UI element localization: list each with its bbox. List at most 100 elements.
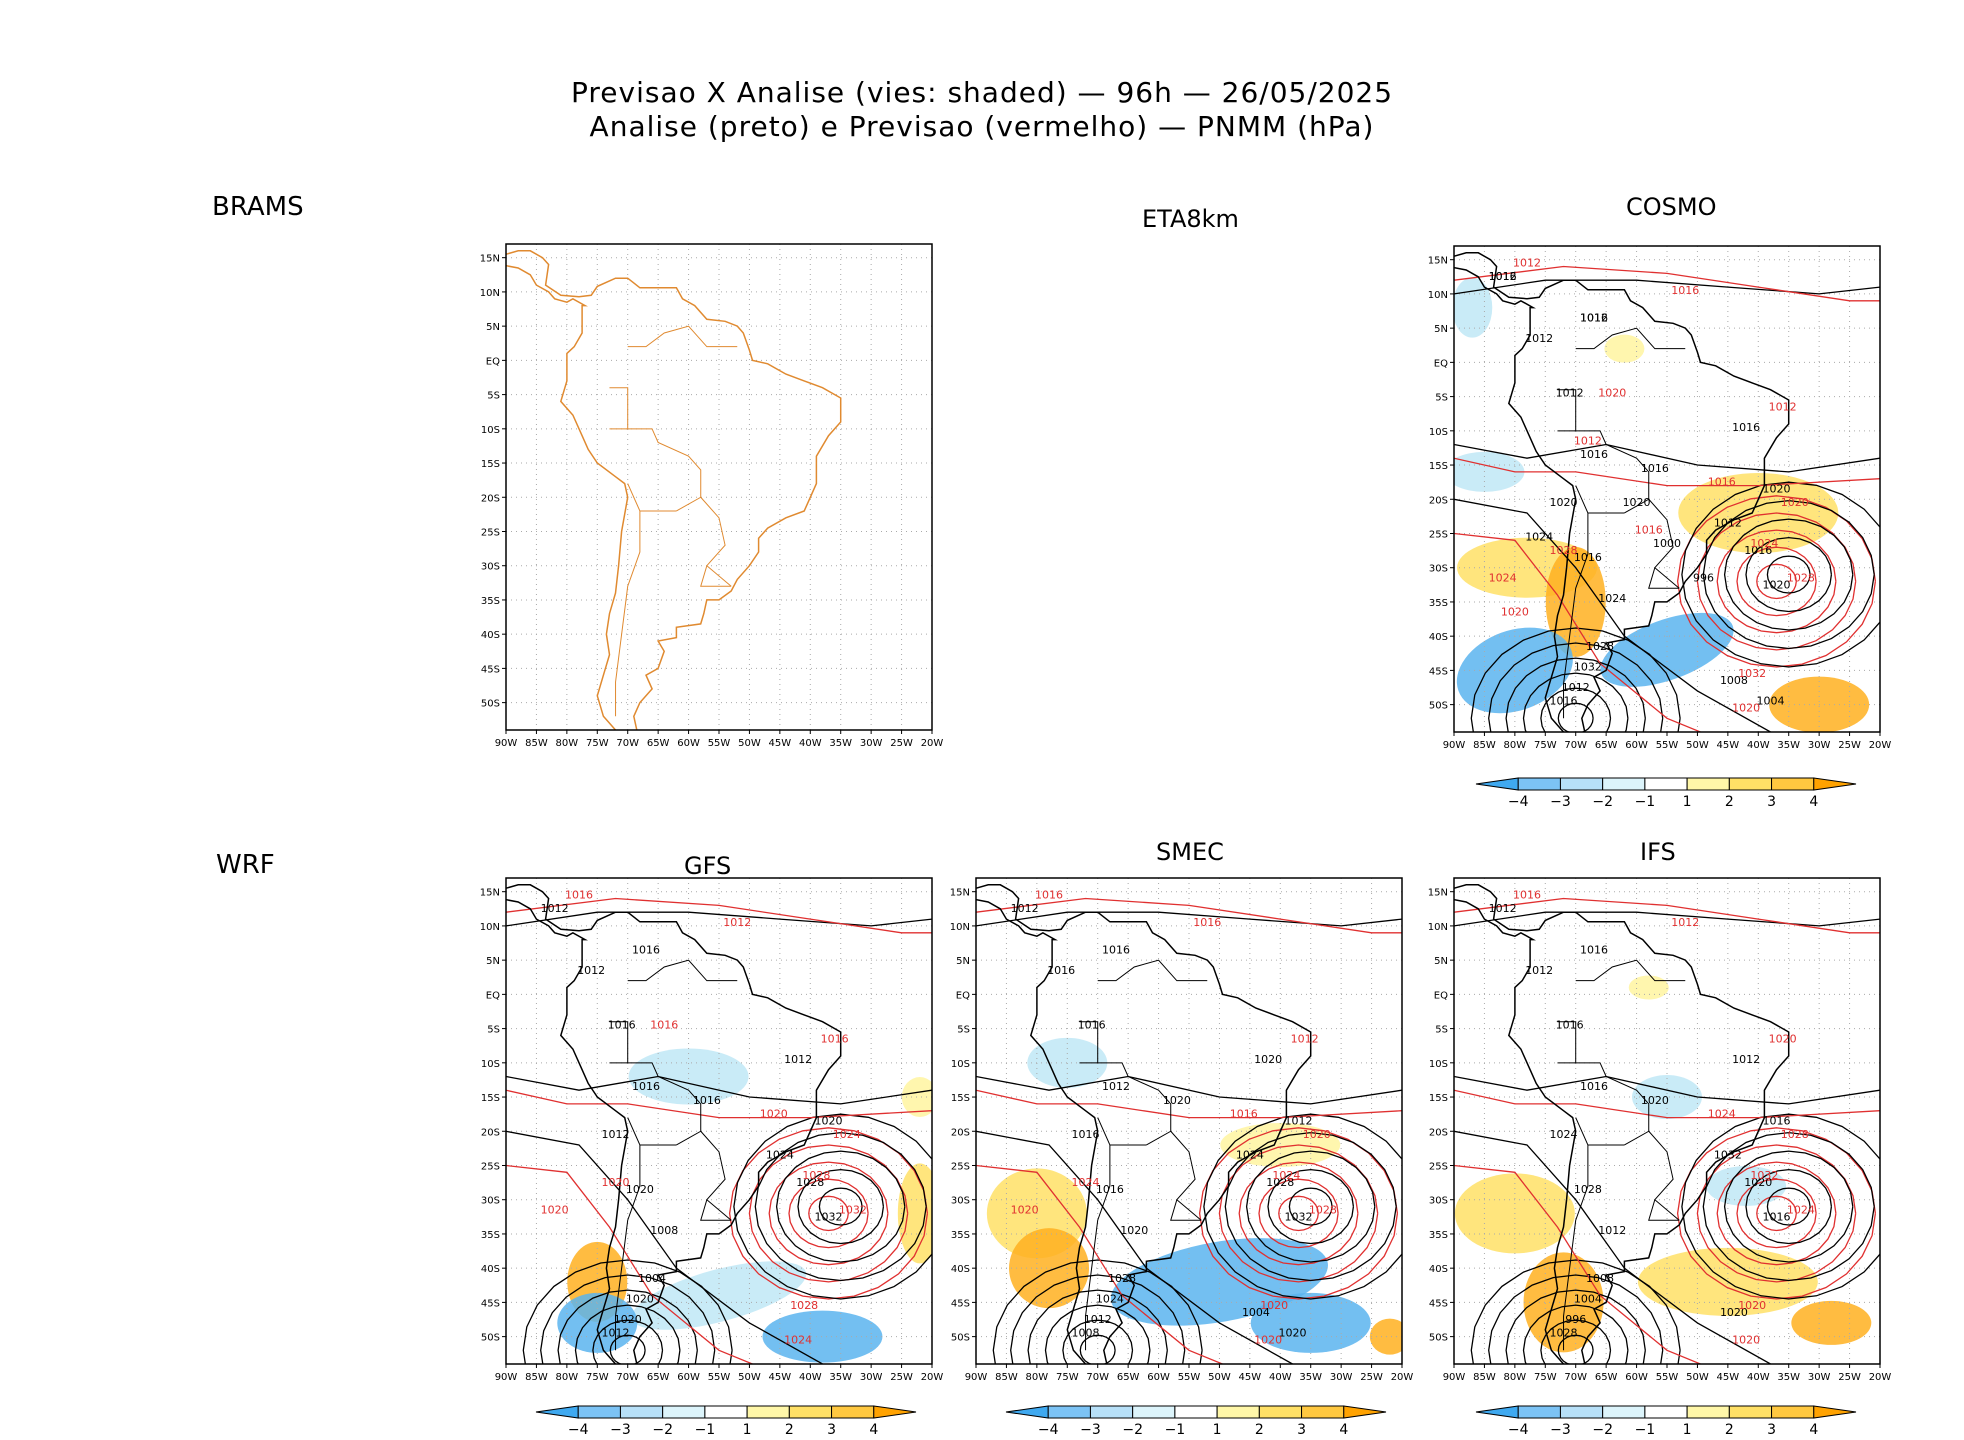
colorbar-tick-label: −2 [652,1422,673,1436]
analysis-isobar [1203,1113,1402,1300]
lon-tick-label: 35W [829,1372,852,1383]
coastline [976,884,1312,1364]
lat-tick-label: 50S [1429,701,1448,712]
forecast-isobar [1454,265,1880,302]
lon-tick-label: 40W [799,1372,822,1383]
forecast-isobar [506,897,932,934]
colorbar-segment [1517,777,1561,791]
colorbar-tick-label: 2 [1255,1422,1264,1436]
colorbar-tick-label: −4 [1508,1422,1529,1436]
lat-tick-label: 5N [956,956,970,967]
forecast-isobar [976,1164,1225,1364]
colorbar-segment [1258,1405,1303,1419]
lat-tick-label: 30S [951,1196,970,1207]
analysis-contour-label: 1012 [1011,902,1039,915]
lon-tick-label: 30W [860,1372,883,1383]
bias-shade [1791,1300,1872,1345]
colorbar-tick-label: 3 [1767,794,1776,810]
lat-tick-label: 10S [1429,427,1448,438]
colorbar-segment [1559,777,1604,791]
analysis-isobar [1723,1150,1854,1263]
lat-tick-label: 45S [951,1298,970,1309]
forecast-contour-label: 1024 [1489,571,1517,584]
colorbar-segment [1475,1405,1519,1419]
map-panel-ifs: 1012 1016 1012 1016 1016 1020 1012 1016 1024 1028… [1418,874,1891,1394]
lon-tick-label: 60W [1147,1372,1170,1383]
analysis-isobar [775,1150,906,1263]
analysis-contour-label: 1020 [626,1292,654,1305]
colorbar-segment [1216,1405,1260,1419]
forecast-contour-label: 1020 [602,1176,630,1189]
analysis-isobar [522,1259,733,1364]
colorbar-segment [831,1405,875,1419]
forecast-isobar [808,1195,849,1232]
lat-tick-label: 30S [481,1196,500,1207]
forecast-isobar [976,1089,1402,1119]
analysis-isobar [797,1168,885,1245]
country-border [1648,1130,1680,1221]
lon-tick-label: 45W [1717,1372,1740,1383]
lat-tick-label: EQ [1434,358,1448,369]
analysis-contour-label: 1016 [1102,943,1130,956]
lat-tick-label: 45S [481,1298,500,1309]
forecast-contour-label: 1028 [802,1169,830,1182]
lon-tick-label: 85W [525,738,548,749]
analysis-contour-label: 1024 [766,1149,794,1162]
colorbar-segment [1301,1405,1345,1419]
analysis-contour-label: 1004 [638,1272,666,1285]
panel-title-gfs: GFS [684,852,732,880]
lat-tick-label: 40S [1429,1264,1448,1275]
forecast-isobar [728,1127,929,1300]
colorbar-segment [873,1405,917,1419]
lat-tick-label: 50S [1429,1333,1448,1344]
analysis-contour-label: 1020 [1278,1327,1306,1340]
analysis-contour-label: 1004 [1574,1292,1602,1305]
lon-tick-label: 55W [708,1372,731,1383]
lat-tick-label: 15N [950,888,970,899]
colorbar-tick-label: 2 [1725,794,1734,810]
colorbar-smec: −4 −3 −2 −1 1 2 3 4 [986,1400,1406,1438]
analysis-isobar [506,911,932,927]
forecast-contour-label: 1020 [1598,387,1626,400]
bias-shade [1454,277,1493,338]
analysis-contour-label: 1020 [815,1114,843,1127]
lon-tick-label: 55W [1656,740,1679,751]
lon-tick-label: 75W [586,738,609,749]
analysis-isobar [1224,1131,1397,1282]
colorbar-ifs: −4 −3 −2 −1 1 2 3 4 [1456,1400,1876,1438]
analysis-contour-label: 1016 [608,1019,636,1032]
forecast-contour-label: 1024 [1787,1203,1815,1216]
lat-tick-label: 40S [481,1264,500,1275]
analysis-contour-label: 1016 [1489,270,1517,283]
lat-tick-label: 45S [1429,1298,1448,1309]
analysis-contour-label: 1012 [577,964,605,977]
lat-tick-label: 5S [957,1025,970,1036]
map-content [506,244,932,730]
figure-title-line1: Previsao X Analise (vies: shaded) — 96h … [570,76,1394,109]
forecast-isobar [1278,1195,1319,1232]
lat-tick-label: 5N [486,322,500,333]
lon-tick-label: 80W [556,738,579,749]
lat-tick-label: 35S [481,1230,500,1241]
forecast-isobar [1454,457,1880,487]
lon-tick-label: 90W [495,738,518,749]
analysis-isobar [1505,1289,1646,1364]
lon-tick-label: 25W [1360,1372,1383,1383]
country-border [1575,959,1686,982]
forecast-contour-label: 1020 [760,1108,788,1121]
lon-tick-label: 75W [1534,740,1557,751]
forecast-isobar [1238,1161,1359,1266]
colorbar-tick-label: 3 [1767,1422,1776,1436]
forecast-contour-label: 1016 [1671,284,1699,297]
country-border [1170,1130,1202,1221]
lat-tick-label: 15N [480,254,500,265]
lat-tick-label: 45S [1429,666,1448,677]
analysis-contour-label: 1000 [1653,537,1681,550]
analysis-isobar [1702,499,1875,650]
colorbar-tick-label: 4 [1809,794,1818,810]
analysis-contour-label: 1028 [1266,1176,1294,1189]
map-svg: 90W 85W 80W 75W 70W 65W 60W 55W 50W 45W 40W 35W 30W 2… [480,243,943,749]
lat-tick-label: 15N [1428,888,1448,899]
analysis-contour-label: 1020 [1120,1224,1148,1237]
colorbar-tick-label: −1 [1635,1422,1656,1436]
